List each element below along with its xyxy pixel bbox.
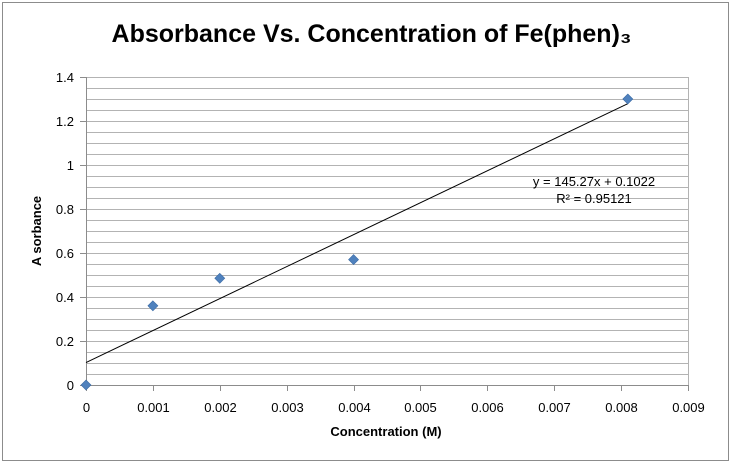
y-tick-label: 1 [67,158,74,173]
data-point [348,254,359,266]
x-tick-label: 0 [83,400,90,415]
y-tick-labels: 0 0.2 0.4 0.6 0.8 1 1.2 1.4 [56,70,74,393]
data-point [80,379,92,391]
y-tick-label: 0 [67,378,74,393]
trendline-group [85,103,629,363]
x-tick-label: 0.005 [404,400,437,415]
data-point [214,272,226,284]
data-points [80,93,634,391]
x-tick-label: 0.003 [271,400,304,415]
x-tick-label: 0.009 [672,400,705,415]
trendline-r-squared: R² = 0.95121 [556,191,632,206]
x-axis-label: Concentration (M) [330,424,441,439]
data-point [622,93,634,105]
x-tick-label: 0.006 [471,400,504,415]
y-tick-label: 0.6 [56,246,74,261]
y-tick-label: 1.4 [56,70,74,85]
x-tick-label: 0.008 [605,400,638,415]
x-tick-label: 0.004 [338,400,371,415]
data-point [147,300,159,312]
x-tick-label: 0.002 [204,400,237,415]
grid-lines [86,77,689,385]
y-tick-label: 0.4 [56,290,74,305]
x-tick-label: 0.007 [538,400,571,415]
x-tick-label: 0.001 [137,400,170,415]
y-tick-label: 1.2 [56,114,74,129]
y-tick-label: 0.2 [56,334,74,349]
y-tick-label: 0.8 [56,202,74,217]
trendline [85,103,629,363]
chart-title: Absorbance Vs. Concentration of Fe(phen)… [111,20,632,48]
x-tick-labels: 0 0.001 0.002 0.003 0.004 0.005 0.006 0.007 0.00… [83,400,705,415]
axes [80,77,689,391]
trendline-equation: y = 145.27x + 0.1022 [533,174,655,189]
y-axis-label: A sorbance [29,196,44,266]
